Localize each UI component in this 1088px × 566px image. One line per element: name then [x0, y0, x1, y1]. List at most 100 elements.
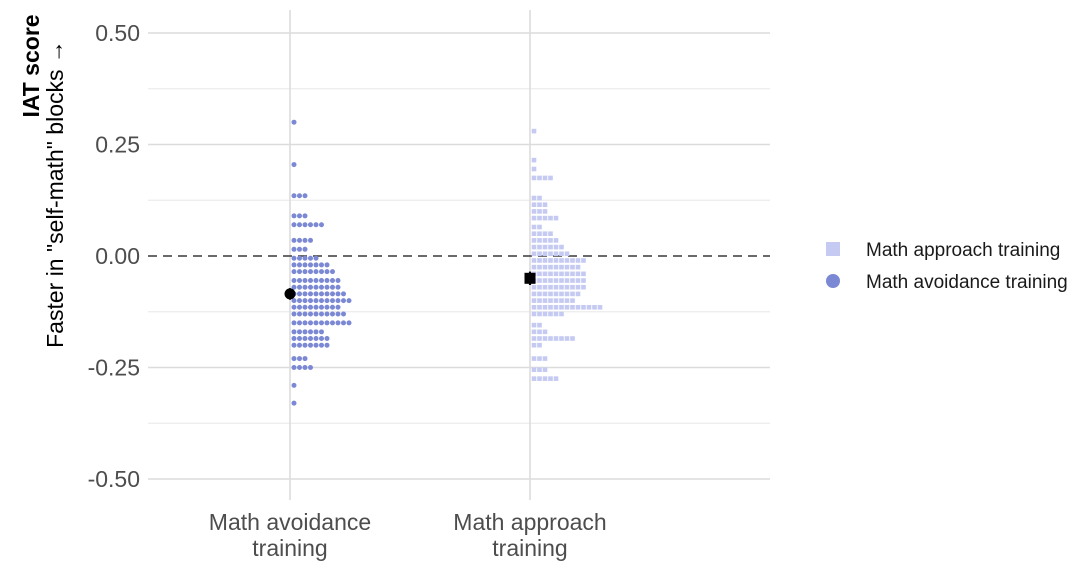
- data-point: [308, 284, 313, 290]
- data-point: [291, 365, 297, 370]
- y-tick-labels: 0.50 0.25 0.00 -0.25 -0.50: [88, 20, 140, 492]
- data-point: [291, 336, 297, 342]
- data-point: [537, 258, 542, 263]
- y-axis-label-line1: IAT score: [18, 14, 44, 117]
- data-point: [313, 304, 319, 310]
- data-point: [553, 304, 559, 310]
- data-point: [291, 193, 297, 199]
- data-point: [324, 284, 330, 290]
- data-point: [542, 202, 548, 208]
- data-point: [537, 175, 542, 181]
- data-point: [297, 222, 302, 228]
- data-point: [559, 311, 564, 317]
- data-point: [302, 365, 308, 370]
- data-point: [542, 304, 548, 310]
- data-point: [291, 162, 297, 168]
- data-point: [531, 166, 537, 172]
- data-point: [308, 298, 313, 304]
- data-point: [297, 365, 302, 370]
- data-point: [537, 304, 542, 310]
- data-point: [346, 298, 352, 304]
- y-tick-label: -0.50: [88, 466, 140, 492]
- x-tick-label: Math approach training: [453, 509, 606, 561]
- data-point: [537, 271, 542, 277]
- data-point: [531, 231, 537, 236]
- data-point: [553, 298, 559, 303]
- data-point: [542, 367, 548, 373]
- data-point: [330, 278, 335, 284]
- data-point: [548, 231, 553, 236]
- data-point: [313, 336, 319, 342]
- data-point: [335, 278, 341, 284]
- data-point: [297, 213, 302, 219]
- legend-key-square: [826, 242, 840, 256]
- data-point: [313, 262, 319, 268]
- data-point: [537, 215, 542, 221]
- data-point: [531, 311, 537, 317]
- data-point: [531, 224, 537, 230]
- data-point: [324, 269, 330, 275]
- data-point: [564, 284, 570, 290]
- legend-label: Math approach training: [866, 240, 1060, 261]
- data-point: [570, 271, 575, 277]
- data-point: [313, 320, 319, 326]
- data-point: [291, 304, 297, 310]
- data-point: [581, 258, 586, 263]
- data-point: [537, 238, 542, 243]
- data-point: [302, 320, 308, 326]
- grid: [148, 10, 770, 500]
- data-point: [531, 202, 537, 208]
- data-point: [291, 356, 297, 362]
- data-point: [291, 311, 297, 317]
- data-point: [537, 231, 542, 236]
- data-point: [308, 329, 313, 335]
- data-point: [548, 251, 553, 257]
- data-point: [302, 237, 308, 243]
- data-point: [319, 304, 324, 310]
- data-point: [297, 284, 302, 290]
- data-point: [581, 304, 586, 310]
- data-point: [313, 269, 319, 275]
- data-point: [313, 329, 319, 335]
- data-point: [308, 269, 313, 275]
- data-point: [537, 278, 542, 283]
- data-point: [335, 320, 341, 326]
- data-point: [548, 264, 553, 270]
- data-point: [542, 238, 548, 243]
- data-point: [548, 238, 553, 243]
- data-point: [297, 336, 302, 342]
- data-point: [330, 284, 335, 290]
- data-point: [297, 237, 302, 243]
- data-point: [302, 193, 308, 199]
- data-point: [531, 322, 537, 328]
- data-point: [308, 311, 313, 317]
- data-point: [553, 271, 559, 277]
- data-point: [581, 271, 586, 277]
- data-point: [592, 304, 597, 310]
- data-point: [537, 356, 542, 361]
- data-point: [564, 258, 570, 263]
- data-point: [542, 329, 548, 335]
- data-point: [564, 278, 570, 283]
- data-point: [308, 320, 313, 326]
- data-point: [319, 329, 324, 335]
- data-point: [302, 222, 308, 228]
- data-point: [575, 258, 581, 263]
- data-point: [324, 262, 330, 268]
- data-point: [297, 320, 302, 326]
- data-point: [313, 298, 319, 304]
- data-point: [330, 298, 335, 304]
- data-point: [542, 298, 548, 303]
- data-point: [297, 342, 302, 348]
- data-point: [297, 255, 302, 261]
- data-point: [553, 215, 559, 221]
- data-point: [335, 291, 341, 297]
- data-point: [553, 291, 559, 297]
- data-point: [291, 119, 297, 125]
- data-point: [335, 284, 341, 290]
- data-point: [559, 336, 564, 341]
- data-point: [313, 342, 319, 348]
- data-point: [537, 298, 542, 303]
- data-point: [542, 251, 548, 257]
- data-point: [291, 246, 297, 252]
